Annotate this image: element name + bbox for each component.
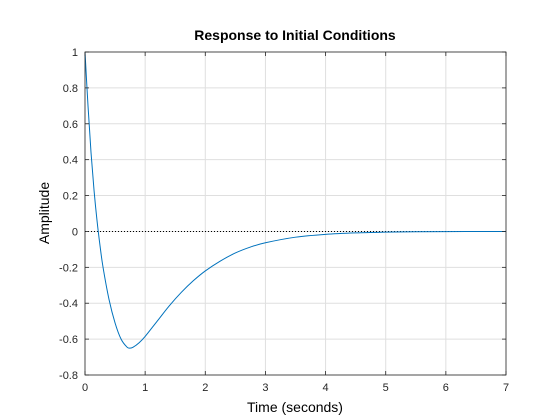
x-tick-label: 3 <box>262 382 268 394</box>
plot-background <box>85 52 506 375</box>
x-tick-label: 4 <box>323 382 329 394</box>
x-tick-label: 1 <box>142 382 148 394</box>
y-tick-label: -0.8 <box>59 370 78 382</box>
series-line <box>84 51 507 349</box>
x-tick-label: 6 <box>443 382 449 394</box>
y-tick-label: -0.6 <box>59 334 78 346</box>
chart-title: Response to Initial Conditions <box>194 27 396 43</box>
x-tick-label: 2 <box>202 382 208 394</box>
x-tick-label: 5 <box>383 382 389 394</box>
y-tick-label: 0.4 <box>63 155 78 167</box>
y-tick-label: 0 <box>72 226 78 238</box>
y-tick-label: 0.6 <box>63 119 78 131</box>
y-tick-label: 0.8 <box>63 83 78 95</box>
y-axis-label: Amplitude <box>36 182 52 244</box>
x-tick-label: 7 <box>503 382 509 394</box>
y-tick-label: -0.2 <box>59 262 78 274</box>
y-tick-label: 0.2 <box>63 191 78 203</box>
y-ticks: 1 0.8 0.6 0.4 0.2 0 -0.2 -0.4 -0.6 -0.8 <box>59 47 506 382</box>
x-tick-label: 0 <box>82 382 88 394</box>
y-tick-label: 1 <box>72 47 78 59</box>
x-axis-label: Time (seconds) <box>247 399 343 415</box>
y-tick-label: -0.4 <box>59 298 78 310</box>
x-ticks: 0 1 2 3 4 5 6 7 <box>82 52 509 394</box>
plot-area-border <box>84 51 507 376</box>
